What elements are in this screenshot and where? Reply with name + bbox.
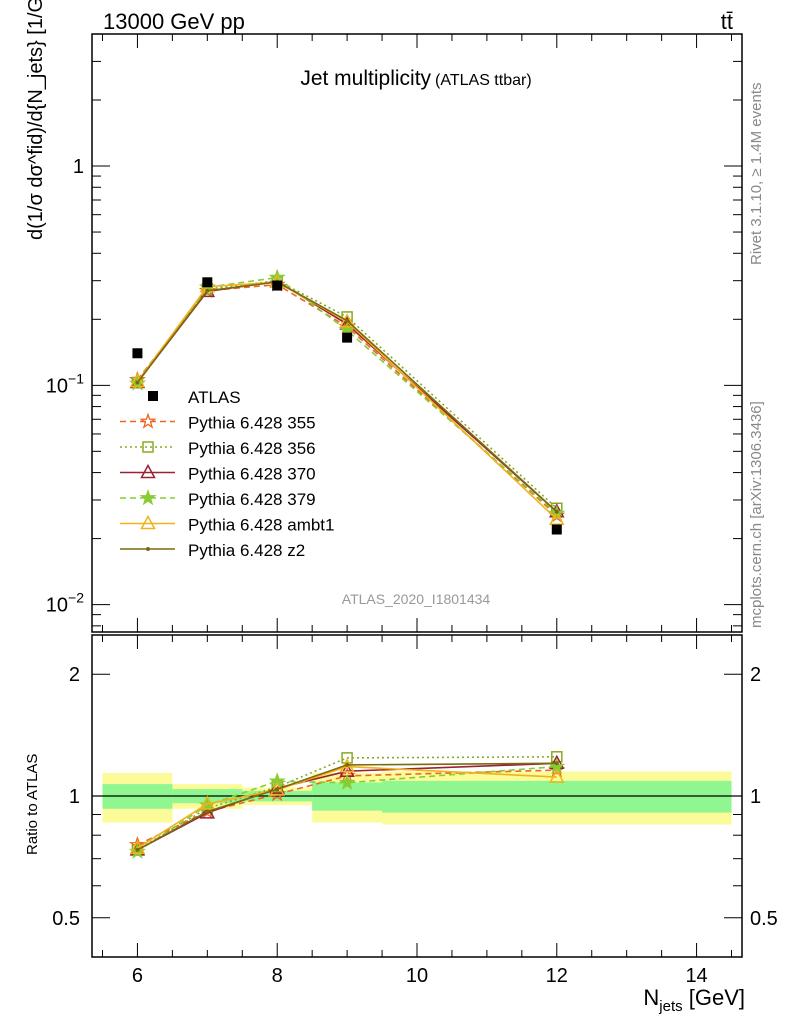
legend-label-data: ATLAS (188, 388, 241, 407)
legend-label: Pythia 6.428 370 (188, 465, 316, 484)
legend-label: Pythia 6.428 355 (188, 414, 316, 433)
side-rivet: Rivet 3.1.10, ≥ 1.4M events (748, 83, 765, 266)
y-axis-title-main: d(1/σ dσ^fid)/d{N_jets} [1/GeV] (25, 0, 47, 240)
data-point (202, 277, 213, 288)
legend-marker (142, 441, 154, 453)
legend-marker (139, 412, 157, 429)
x-axis-title-sub: jets (658, 998, 682, 1015)
x-axis-title-unit: [GeV] (683, 985, 745, 1010)
ratio-series-point (199, 795, 216, 810)
series-point (345, 318, 350, 323)
x-tick-label: 14 (685, 965, 707, 987)
legend-label: Pythia 6.428 356 (188, 439, 316, 458)
series-main (128, 268, 566, 535)
series-point (129, 373, 146, 388)
x-axis-title-main: N (643, 985, 659, 1010)
y-tick-label: 10−2 (46, 590, 84, 617)
plot-title-main: Jet multiplicity (300, 67, 431, 90)
data-point (272, 280, 283, 291)
y-axis-title-text: d(1/σ dσ^fid)/d{N_jets} [1/GeV] (25, 0, 47, 240)
data-point (132, 348, 143, 359)
y-tick-label-base: 1 (73, 156, 84, 178)
legend-marker (146, 547, 150, 551)
legend-label: Pythia 6.428 z2 (188, 541, 305, 560)
ratio-series-point (554, 761, 559, 766)
process-label: tt̄ (721, 9, 733, 34)
series-ratio (128, 751, 566, 859)
ratio-y-tick-label: 0.5 (52, 908, 80, 930)
y-tick-label-base: 10 (46, 595, 68, 617)
plot-title-sub: (ATLAS ttbar) (435, 72, 532, 89)
ratio-series-line (136, 755, 557, 851)
y-tick-label: 10−1 (46, 370, 84, 397)
energy-label: 13000 GeV pp (103, 9, 245, 34)
y-tick-label-base: 10 (46, 375, 68, 397)
ratio-series-point (275, 787, 280, 792)
ratio-y-tick-label-right: 0.5 (750, 908, 778, 930)
data-point (342, 332, 353, 343)
series-point (135, 380, 140, 385)
ratio-series-point (345, 762, 350, 767)
side-site: mcplots.cern.ch [arXiv:1306.3436] (748, 401, 765, 628)
legend-marker (140, 514, 156, 530)
y-tick-label: 1 (73, 156, 84, 178)
ratio-series-point (338, 773, 356, 790)
x-tick-label: 6 (132, 965, 143, 987)
series-point (549, 510, 565, 526)
y-tick-label-exp: −1 (68, 370, 84, 386)
ratio-series-point (269, 779, 285, 794)
ratio-y-tick-label-right: 2 (750, 664, 761, 686)
data-point (551, 524, 562, 535)
ratio-series-point (205, 809, 210, 814)
band-inner-bin (382, 780, 732, 813)
series-point (205, 288, 210, 293)
analysis-id: ATLAS_2020_I1801434 (342, 591, 491, 607)
x-tick-label: 10 (406, 965, 428, 987)
axis-ticks (92, 33, 742, 958)
ratio-series-line (136, 765, 557, 853)
plot-title: Jet multiplicity (ATLAS ttbar) (300, 67, 531, 90)
ratio-y-tick-label-right: 1 (750, 786, 761, 808)
x-axis-title: Njets [GeV] (643, 985, 745, 1015)
series-point (339, 313, 355, 328)
ratio-y-tick-label: 1 (69, 786, 80, 808)
legend: ATLAS Pythia 6.428 355 Pythia 6.428 356 Pyt… (120, 388, 334, 560)
legend-marker (139, 488, 157, 506)
series-line (136, 279, 558, 509)
series-point (554, 509, 559, 514)
ratio-series-line (137, 769, 557, 846)
legend-label: Pythia 6.428 ambt1 (188, 516, 334, 535)
legend-marker (140, 463, 156, 479)
ratio-y-tick-label: 2 (69, 664, 80, 686)
y-tick-label-exp: −2 (68, 590, 84, 606)
x-tick-label: 8 (272, 965, 283, 987)
ratio-series-point (199, 804, 216, 819)
ratio-series-point (135, 847, 140, 852)
y-axis-title-ratio: Ratio to ATLAS (24, 754, 41, 855)
legend-label: Pythia 6.428 379 (188, 490, 316, 509)
ratio-series-point (549, 768, 565, 783)
legend-marker-data (148, 391, 158, 401)
x-tick-label: 12 (546, 965, 568, 987)
